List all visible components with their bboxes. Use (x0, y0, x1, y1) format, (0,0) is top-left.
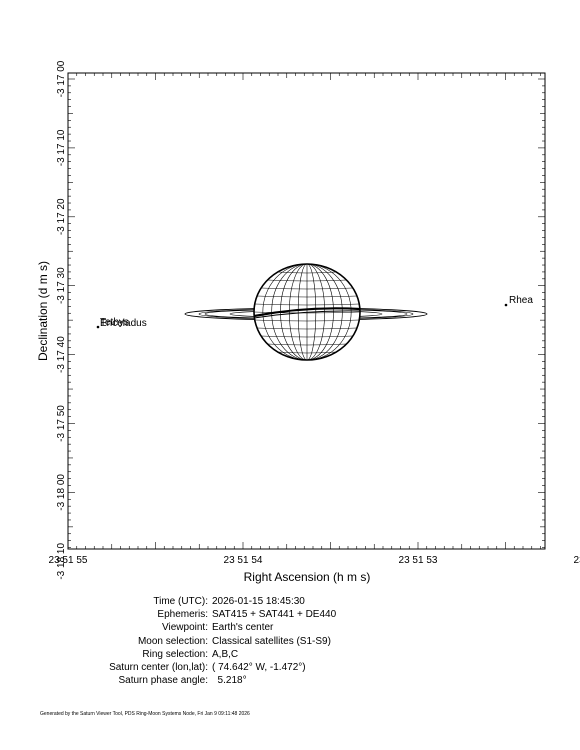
y-tick-label: -3 17 40 (56, 336, 67, 373)
saturn-meridian-line (262, 263, 308, 361)
info-value: 5.218° (212, 675, 247, 687)
ring-front-edge-2 (253, 310, 361, 319)
info-label: Time (UTC): (153, 596, 208, 607)
saturn-meridian-line (289, 263, 308, 361)
saturn-meridian-line (297, 263, 308, 361)
saturn-meridian-line (306, 263, 334, 361)
info-label: Ring selection: (142, 648, 208, 660)
x-tick-label: 23 51 52 (574, 555, 580, 566)
y-tick-label: -3 17 30 (56, 267, 67, 304)
info-label: Moon selection: (137, 635, 208, 647)
info-row-viewpoint: Viewpoint: Earth's center (40, 621, 336, 634)
y-tick-label: -3 17 50 (56, 405, 67, 442)
info-row-phase-angle: Saturn phase angle: 5.218° (40, 674, 336, 687)
info-row-saturn-center: Saturn center (lon,lat): ( 74.642° W, -1.… (40, 661, 336, 674)
saturn-meridian-line (306, 263, 325, 361)
x-tick-label: 23 51 54 (224, 555, 263, 566)
ring-front-edge (253, 307, 361, 318)
moon-label-enceladus: Enceladus (100, 318, 147, 329)
info-row-time: Time (UTC): 2026-01-15 18:45:30 (40, 595, 336, 608)
moon-dot-rhea (504, 303, 508, 307)
info-label: Ephemeris: (157, 609, 208, 621)
observation-info: Time (UTC): 2026-01-15 18:45:30 Ephemeris… (40, 595, 336, 687)
y-tick-label: -3 17 20 (56, 198, 67, 235)
info-row-ephemeris: Ephemeris: SAT415 + SAT441 + DE440 (40, 608, 336, 621)
saturn-meridian-line (306, 263, 343, 361)
info-row-ring-selection: Ring selection: A,B,C (40, 648, 336, 661)
info-value: A,B,C (212, 648, 239, 660)
y-tick-label: -3 17 00 (56, 60, 67, 97)
y-tick-label: -3 17 10 (56, 129, 67, 166)
moon-label-rhea: Rhea (509, 295, 533, 306)
x-tick-label: 23 51 55 (49, 555, 88, 566)
saturn-lat-lon-grid (253, 263, 361, 361)
info-value: SAT415 + SAT441 + DE440 (212, 609, 337, 621)
info-value: 2026-01-15 18:45:30 (212, 596, 305, 607)
y-axis-title: Declination (d m s) (36, 261, 50, 361)
x-axis-title: Right Ascension (h m s) (244, 570, 371, 584)
moon-label-tethys: Tethys (100, 317, 129, 328)
moon-dot-tethys (96, 325, 100, 329)
info-value: Earth's center (212, 622, 274, 634)
info-label: Viewpoint: (162, 622, 208, 634)
minor-ticks (67, 73, 545, 549)
info-label: Saturn phase angle: (118, 675, 208, 687)
moons: Tethys Enceladus Rhea (96, 295, 533, 329)
x-tick-label: 23 51 53 (399, 555, 438, 566)
y-tick-label: -3 18 00 (56, 474, 67, 511)
info-row-moon-selection: Moon selection: Classical satellites (S1-… (40, 635, 336, 648)
footer-credit: Generated by the Saturn Viewer Tool, PDS… (40, 711, 250, 717)
plot-frame (67, 72, 546, 550)
y-tick-labels: -3 17 00 -3 17 10 -3 17 20 -3 17 30 -3 17 40… (56, 60, 67, 579)
saturn-planet (184, 263, 428, 361)
info-value: Classical satellites (S1-S9) (212, 635, 331, 647)
y-tick-label: -3 18 10 (56, 543, 67, 580)
info-value: ( 74.642° W, -1.472°) (212, 662, 306, 674)
saturn-meridian-line (306, 263, 352, 361)
info-label: Saturn center (lon,lat): (109, 662, 208, 674)
